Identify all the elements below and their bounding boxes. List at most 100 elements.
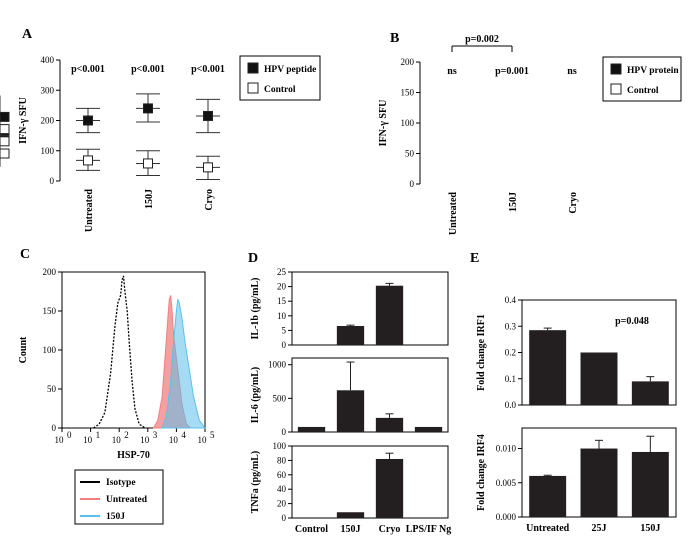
y-tick-label: 200: [41, 116, 55, 126]
subplot-2: 0.000 0.005 0.010 Fold change IRF4: [476, 427, 677, 522]
bar: [529, 330, 567, 405]
y-tick-label: 0: [282, 340, 287, 350]
bar: [580, 352, 618, 405]
bar: [375, 417, 404, 432]
subplot-1: 0.0 0.1 0.2 0.3 0.4 Fold change IRF1 p=0.048: [476, 295, 677, 410]
y-tick-label: 500: [273, 393, 287, 403]
y-tick-label: 0.005: [496, 478, 517, 488]
subplot-1: 0 5 10 15 20 25 IL-1b (pg/mL): [250, 267, 449, 350]
x-tick-label: Control: [295, 524, 328, 535]
legend-entry: Untreated: [106, 495, 148, 505]
y-tick-label: 20: [277, 282, 287, 292]
y-tick-label: 50: [405, 149, 415, 159]
y-tick-label: 0.4: [505, 295, 517, 305]
legend-marker: [247, 82, 259, 94]
panel-a: 0 100 200 300 400 IFN-γ SFU Untreated p<0.001 15…: [18, 55, 321, 233]
x-tick-label: 150J: [341, 524, 361, 535]
p-value-annotation: ns: [567, 66, 577, 77]
x-tick-label: Untreated: [84, 189, 95, 233]
panel-label-a: A: [22, 27, 33, 42]
bar: [631, 451, 669, 517]
panel-b: 0 50 100 150 200 IFN-γ SFU Untreated ns 150J p=0.…: [0, 34, 682, 235]
data-point: [203, 162, 213, 173]
x-tick-exponent: 2: [124, 430, 129, 440]
x-tick-exponent: 1: [96, 430, 101, 440]
y-axis-label: Count: [18, 336, 29, 363]
x-tick-label: LPS/IF Ng: [406, 524, 451, 535]
legend-entry: Control: [627, 86, 659, 96]
p-value-annotation: p=0.048: [615, 316, 649, 327]
x-axis-label: HSP-70: [117, 450, 150, 461]
y-tick-label: 5: [282, 325, 287, 335]
y-axis-label: IL-1b (pg/mL): [250, 278, 261, 340]
y-tick-label: 100: [273, 441, 287, 451]
y-axis-label: Fold change IRF1: [476, 314, 487, 391]
p-value-annotation: p<0.001: [191, 64, 225, 75]
y-axis-label: IFN-γ SFU: [378, 100, 389, 147]
legend: Isotype Untreated 150J: [74, 469, 164, 525]
legend-marker: [610, 83, 622, 95]
bar: [580, 448, 618, 517]
bar: [336, 512, 365, 518]
y-tick-label: 60: [277, 470, 287, 480]
y-tick-label: 15: [277, 296, 287, 306]
bar: [375, 285, 404, 345]
legend-entry: 150J: [106, 512, 125, 522]
x-tick-label: Cryo: [568, 192, 579, 214]
y-tick-label: 0.010: [496, 444, 517, 454]
y-tick-label: 10: [277, 311, 287, 321]
bar: [297, 426, 326, 432]
x-tick-exponent: 0: [67, 430, 72, 440]
data-point: [83, 115, 93, 126]
y-tick-label: 200: [43, 267, 57, 277]
p-value-annotation: p<0.001: [131, 64, 165, 75]
p-value-annotation: p=0.001: [495, 66, 529, 77]
y-tick-label: 0.2: [505, 348, 516, 358]
y-axis-label: IL-6 (pg/mL): [250, 367, 261, 423]
x-tick-label: Cryo: [379, 524, 401, 535]
p-value-annotation: p<0.001: [71, 64, 105, 75]
y-tick-label: 0: [52, 423, 57, 433]
data-point: [83, 155, 93, 166]
data-point: [0, 148, 10, 159]
y-axis-label: Fold change IRF4: [476, 434, 487, 511]
data-point: [203, 110, 213, 121]
y-axis-label: IFN-γ SFU: [18, 97, 29, 144]
y-tick-label: 400: [41, 55, 55, 65]
bar: [336, 326, 365, 345]
x-tick-label: 10: [140, 435, 150, 445]
x-tick-exponent: 3: [153, 430, 158, 440]
legend-marker: [247, 62, 259, 74]
histogram-isotype: [93, 275, 146, 429]
x-tick-label: 10: [55, 435, 65, 445]
y-tick-label: 0.0: [505, 400, 517, 410]
plot-frame: [291, 271, 449, 346]
data-point: [0, 136, 10, 147]
panel-label-c: C: [20, 247, 30, 262]
x-tick-label: 150J: [144, 189, 155, 209]
bar: [336, 390, 365, 432]
legend-marker: [610, 63, 622, 75]
data-point: [0, 111, 10, 122]
x-tick-label: 150J: [508, 192, 519, 212]
y-axis-label: TNFa (pg/mL): [250, 451, 261, 514]
y-tick-label: 300: [41, 85, 55, 95]
histogram-150j: [161, 299, 206, 429]
y-tick-label: 0.1: [505, 374, 516, 384]
data-point: [143, 158, 153, 169]
x-tick-label: 150J: [640, 523, 660, 534]
subplot-2: 0 500 1000 IL-6 (pg/mL): [250, 357, 449, 437]
data-point: [0, 124, 10, 135]
bar: [375, 458, 404, 518]
x-tick-label: 10: [83, 435, 93, 445]
y-tick-label: 0.3: [505, 321, 517, 331]
legend: HPV protein Control: [602, 56, 682, 102]
legend: HPV peptide Control: [239, 55, 321, 101]
panel-label-d: D: [248, 251, 258, 266]
x-tick-label: 10: [112, 435, 122, 445]
bar: [631, 381, 669, 405]
legend-entry: HPV peptide: [264, 65, 316, 75]
